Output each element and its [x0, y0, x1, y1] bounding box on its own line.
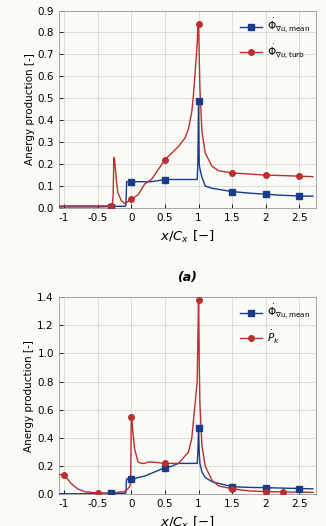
X-axis label: $x/C_x\ [-]$: $x/C_x\ [-]$	[160, 228, 215, 245]
Y-axis label: Anergy production [-]: Anergy production [-]	[24, 53, 35, 165]
Legend: $\dot{\Phi}_{\nabla u,\mathrm{mean}}$, $\dot{P}_k$: $\dot{\Phi}_{\nabla u,\mathrm{mean}}$, $…	[236, 300, 313, 349]
X-axis label: $x/C_x\ [-]$: $x/C_x\ [-]$	[160, 515, 215, 526]
Y-axis label: Anergy production [-]: Anergy production [-]	[24, 340, 35, 452]
Legend: $\dot{\Phi}_{\nabla u,\mathrm{mean}}$, $\dot{\Phi}_{\nabla u,\mathrm{turb}}$: $\dot{\Phi}_{\nabla u,\mathrm{mean}}$, $…	[236, 14, 313, 64]
Text: (a): (a)	[178, 271, 197, 284]
